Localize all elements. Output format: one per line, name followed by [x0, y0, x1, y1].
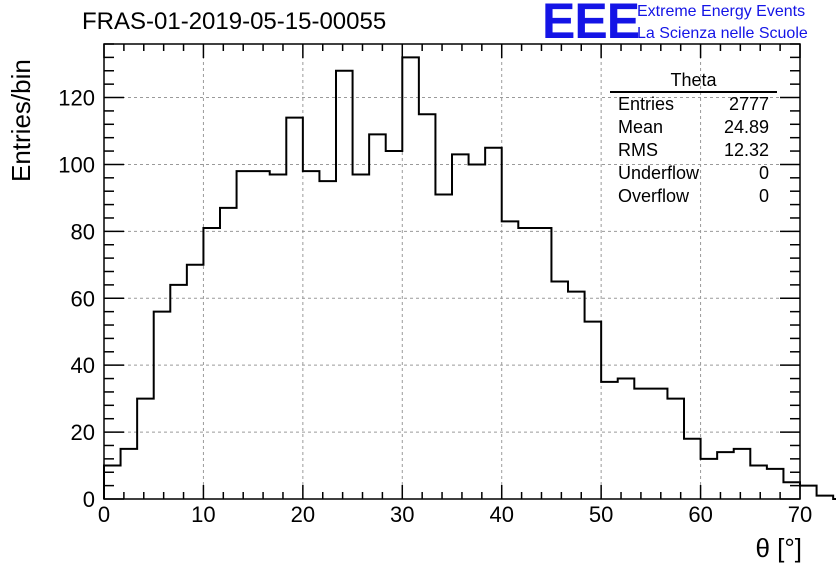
histogram-bin	[800, 486, 817, 499]
x-tick-label: 30	[390, 502, 414, 527]
x-tick-label: 20	[291, 502, 315, 527]
histogram-bin	[518, 228, 535, 499]
stat-value: 24.89	[723, 117, 769, 137]
histogram-bin	[701, 459, 718, 499]
histogram-bin	[319, 181, 336, 499]
histogram-bin	[220, 208, 237, 499]
histogram-bin	[568, 292, 585, 499]
stat-label: Underflow	[618, 163, 700, 183]
histogram-bin	[601, 382, 618, 499]
histogram-bin	[452, 154, 469, 499]
stat-row-mean: Mean 24.89	[610, 116, 777, 139]
histogram-bin	[634, 389, 651, 499]
tick-labels: 0 10 20 30 40 50 60 70 0 20 40 60 80 100 120	[58, 86, 812, 527]
histogram-bin	[203, 228, 220, 499]
histogram-bin	[585, 322, 602, 499]
histogram-bin	[187, 265, 204, 499]
x-tick-label: 70	[788, 502, 812, 527]
x-tick-label: 40	[489, 502, 513, 527]
histogram-bin	[104, 466, 121, 499]
x-tick-label: 0	[98, 502, 110, 527]
histogram-bin	[386, 151, 403, 499]
x-tick-label: 10	[191, 502, 215, 527]
y-tick-label: 60	[71, 286, 95, 311]
y-tick-label: 80	[71, 219, 95, 244]
histogram-bin	[734, 449, 751, 499]
stat-value: 2777	[728, 94, 769, 114]
histogram-bin	[684, 439, 701, 499]
stat-value: 0	[758, 186, 769, 206]
eee-logo: EEE	[542, 0, 640, 49]
histogram-bin	[419, 114, 436, 499]
x-tick-label: 50	[589, 502, 613, 527]
stat-value: 0	[758, 163, 769, 183]
histogram-bin	[750, 466, 767, 499]
axis-ticks	[103, 43, 801, 500]
histogram-bin	[535, 228, 552, 499]
histogram-bin	[551, 282, 568, 499]
histogram-bin	[767, 469, 784, 499]
histogram-bin	[651, 389, 668, 499]
histogram-bin	[170, 285, 187, 499]
stat-row-underflow: Underflow 0	[610, 162, 777, 185]
logo-subtitle-line2: La Scienza nelle Scuole	[637, 25, 808, 42]
histogram-bin	[270, 174, 287, 499]
histogram-bin	[717, 452, 734, 499]
y-tick-label: 100	[58, 152, 95, 177]
histogram-bin	[121, 449, 138, 499]
y-tick-label: 120	[58, 86, 95, 111]
histogram-bin	[783, 482, 800, 499]
histogram-bin	[137, 399, 154, 499]
histogram-bin	[469, 164, 486, 499]
histogram-bin	[286, 118, 303, 499]
histogram-bin	[485, 148, 502, 499]
histogram-title: FRAS-01-2019-05-15-00055	[82, 8, 387, 35]
stat-label: Entries	[618, 94, 675, 114]
histogram-bin	[237, 171, 254, 499]
logo-subtitle-line1: Extreme Energy Events	[637, 3, 806, 20]
histogram-bin	[435, 195, 452, 499]
stat-row-entries: Entries 2777	[610, 93, 777, 116]
y-axis-label: Entries/bin	[6, 59, 36, 182]
stat-value: 12.32	[723, 140, 769, 160]
x-axis-label: θ [°]	[755, 533, 802, 563]
histogram-series	[103, 56, 836, 500]
statistics-title: Theta	[610, 70, 777, 93]
histogram-bin	[502, 221, 519, 499]
stat-label: RMS	[618, 140, 658, 160]
statistics-box: Theta Entries 2777 Mean 24.89 RMS 12.32 …	[610, 70, 777, 208]
histogram-bin	[402, 57, 419, 499]
stat-row-overflow: Overflow 0	[610, 185, 777, 208]
histogram-bin	[369, 134, 386, 499]
histogram-bin	[336, 71, 353, 499]
stat-label: Overflow	[618, 186, 690, 206]
histogram-outline	[103, 56, 836, 500]
histogram-bin	[817, 496, 834, 499]
y-tick-label: 40	[71, 353, 95, 378]
y-tick-label: 20	[71, 420, 95, 445]
histogram-bin	[154, 312, 171, 499]
histogram-bin	[253, 171, 270, 499]
stat-row-rms: RMS 12.32	[610, 139, 777, 162]
x-tick-label: 60	[688, 502, 712, 527]
stat-label: Mean	[618, 117, 664, 137]
histogram-bin	[667, 399, 684, 499]
y-tick-label: 0	[83, 487, 95, 512]
histogram-bin	[303, 171, 320, 499]
histogram-bin	[618, 379, 635, 499]
histogram-bin	[353, 174, 370, 499]
